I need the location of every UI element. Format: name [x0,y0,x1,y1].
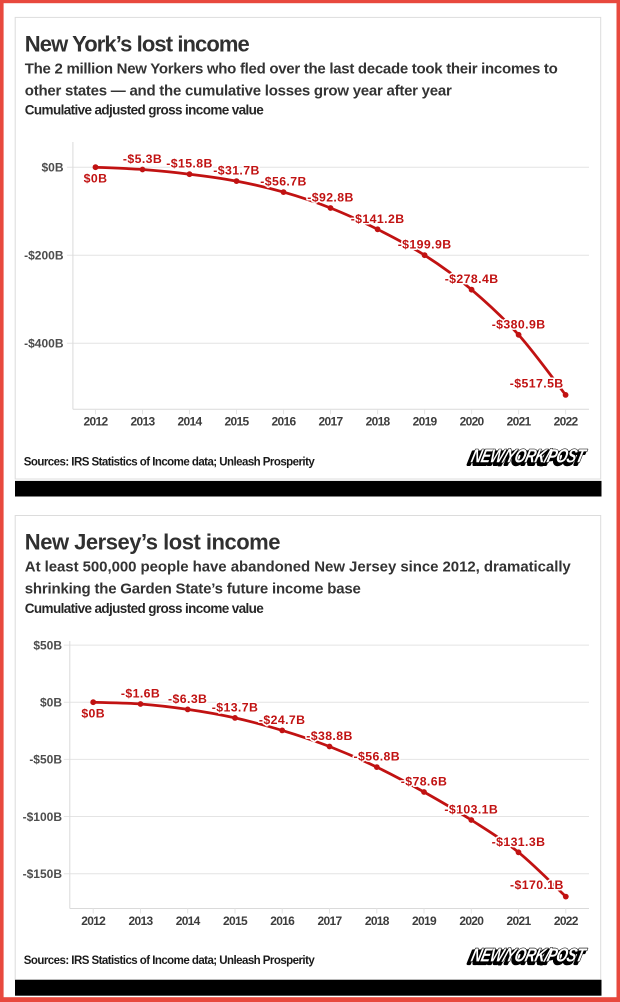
svg-text:-$13.7B: -$13.7B [212,700,259,714]
svg-text:2022: 2022 [554,415,579,429]
svg-text:2016: 2016 [272,415,297,429]
svg-text:-$15.8B: -$15.8B [166,157,213,171]
svg-text:$0B: $0B [84,172,108,186]
svg-text:Cumulative adjusted gross inco: Cumulative adjusted gross income value [25,601,264,616]
svg-text:shrinking the Garden State’s f: shrinking the Garden State’s future inco… [25,581,361,598]
svg-text:2018: 2018 [365,914,390,928]
svg-text:-$141.2B: -$141.2B [351,212,405,226]
svg-text:-$103.1B: -$103.1B [444,803,498,817]
svg-text:-$100B: -$100B [23,810,63,824]
svg-text:-$92.8B: -$92.8B [307,191,354,205]
svg-text:2021: 2021 [507,914,532,928]
svg-text:-$24.7B: -$24.7B [259,713,306,727]
svg-text:2016: 2016 [270,914,295,928]
svg-text:-$400B: -$400B [24,337,64,351]
svg-text:-$278.4B: -$278.4B [445,272,499,286]
svg-text:2013: 2013 [129,914,154,928]
svg-text:2021: 2021 [507,415,532,429]
svg-text:The 2 million New Yorkers who: The 2 million New Yorkers who fled over … [25,60,558,77]
svg-text:-$78.6B: -$78.6B [401,775,448,789]
svg-text:2019: 2019 [413,415,438,429]
svg-text:$0B: $0B [40,696,62,710]
svg-text:-$380.9B: -$380.9B [492,317,546,331]
svg-text:New York’s lost income: New York’s lost income [25,32,250,57]
svg-text:$0B: $0B [41,161,63,175]
svg-text:Cumulative adjusted gross inco: Cumulative adjusted gross income value [25,103,264,118]
svg-text:2017: 2017 [319,415,344,429]
svg-text:New Jersey’s lost income: New Jersey’s lost income [25,530,280,555]
svg-text:-$50B: -$50B [29,753,62,767]
svg-text:2012: 2012 [84,415,109,429]
svg-text:other states — and the cumulat: other states — and the cumulative losses… [25,82,452,99]
svg-text:2015: 2015 [223,914,248,928]
svg-text:$50B: $50B [33,638,62,652]
svg-text:At least 500,000 people have a: At least 500,000 people have abandoned N… [25,559,572,576]
svg-text:-$6.3B: -$6.3B [168,692,207,706]
svg-text:-$5.3B: -$5.3B [123,152,162,166]
svg-text:-$131.3B: -$131.3B [492,835,546,849]
svg-text:2017: 2017 [318,914,343,928]
svg-text:-$56.8B: -$56.8B [354,750,401,764]
svg-text:-$170.1B: -$170.1B [510,878,564,892]
svg-text:2020: 2020 [460,415,485,429]
svg-text:-$200B: -$200B [24,249,64,263]
svg-text:2018: 2018 [366,415,391,429]
svg-text:2014: 2014 [178,415,203,429]
svg-text:-$150B: -$150B [23,867,63,881]
svg-text:$0B: $0B [81,707,105,721]
svg-text:-$38.8B: -$38.8B [306,729,353,743]
svg-text:-$56.7B: -$56.7B [260,175,307,189]
svg-text:2013: 2013 [131,415,156,429]
svg-text:2012: 2012 [81,914,106,928]
svg-text:Sources: IRS Statistics of Inc: Sources: IRS Statistics of Income data; … [24,955,316,967]
svg-text:-$31.7B: -$31.7B [213,164,260,178]
svg-text:2022: 2022 [554,914,579,928]
svg-text:-$199.9B: -$199.9B [398,238,452,252]
svg-text:-$517.5B: -$517.5B [510,376,564,390]
svg-text:2015: 2015 [225,415,250,429]
svg-text:2014: 2014 [176,914,201,928]
svg-text:2019: 2019 [412,914,437,928]
svg-text:-$1.6B: -$1.6B [121,687,160,701]
svg-text:Sources: IRS Statistics of Inc: Sources: IRS Statistics of Income data; … [24,456,316,468]
svg-text:2020: 2020 [459,914,484,928]
